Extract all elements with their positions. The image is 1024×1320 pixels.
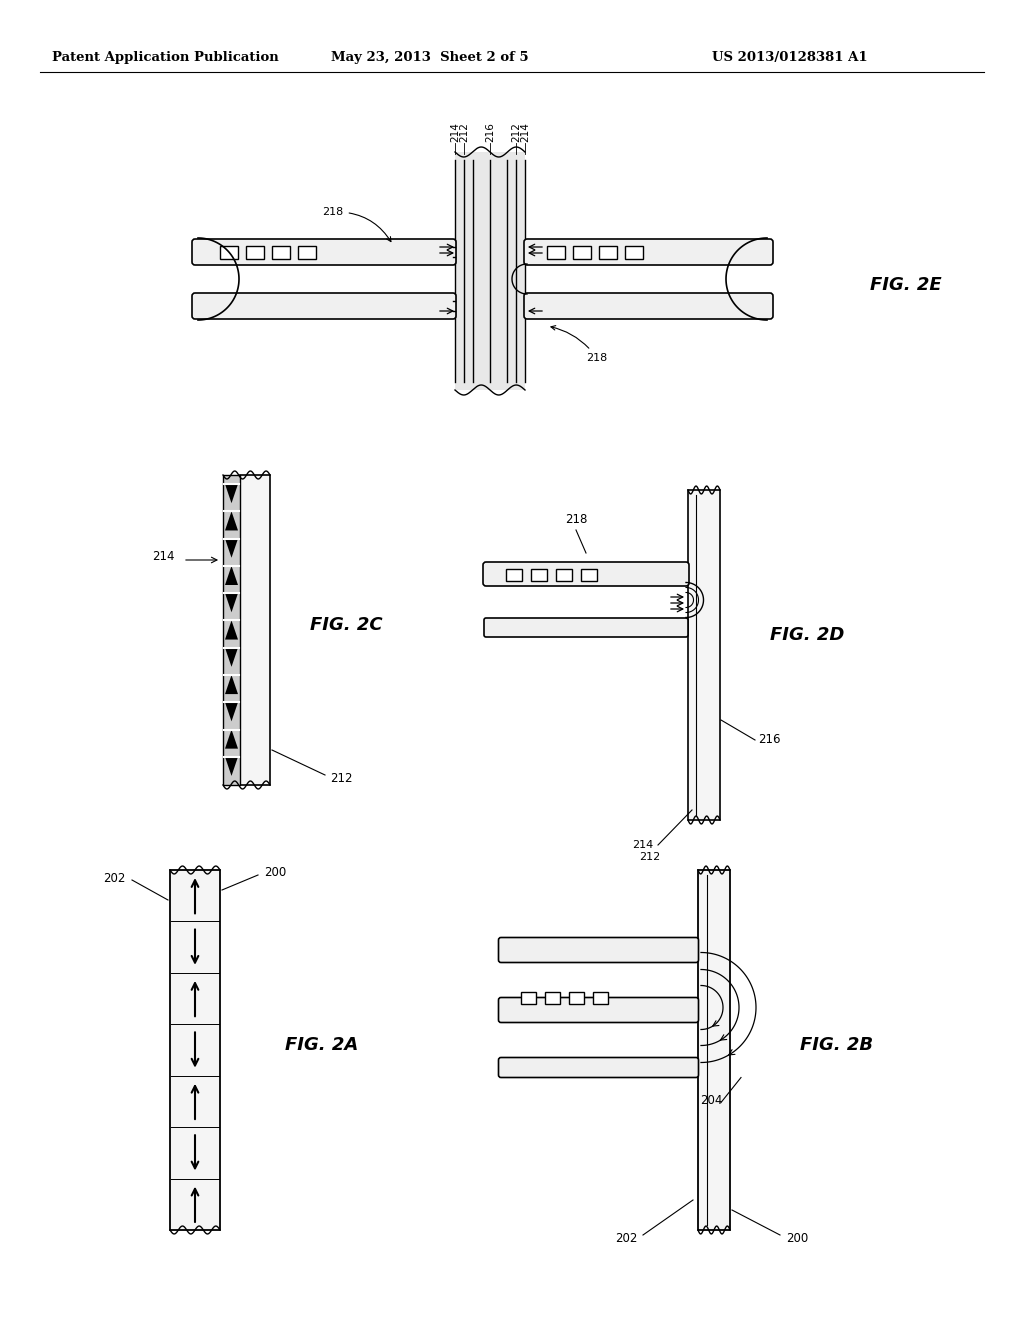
Bar	[599, 246, 617, 259]
Text: FIG. 2B: FIG. 2B	[800, 1036, 873, 1053]
FancyBboxPatch shape	[193, 293, 456, 319]
Polygon shape	[225, 648, 238, 667]
Text: 212: 212	[511, 123, 521, 143]
Bar	[246, 246, 264, 259]
Text: FIG. 2D: FIG. 2D	[770, 626, 845, 644]
Text: 218: 218	[323, 207, 391, 242]
Text: 212: 212	[459, 123, 469, 143]
Polygon shape	[225, 484, 238, 503]
Text: FIG. 2C: FIG. 2C	[310, 616, 383, 634]
FancyBboxPatch shape	[524, 293, 773, 319]
Text: 200: 200	[264, 866, 287, 879]
Bar	[593, 993, 608, 1005]
Text: 200: 200	[786, 1232, 808, 1245]
Polygon shape	[225, 702, 238, 721]
Polygon shape	[225, 511, 238, 531]
Polygon shape	[225, 539, 238, 558]
Bar	[698, 870, 730, 1230]
Bar	[240, 475, 270, 785]
Polygon shape	[225, 593, 238, 612]
FancyBboxPatch shape	[499, 937, 698, 962]
FancyBboxPatch shape	[499, 1057, 698, 1077]
Bar	[688, 490, 720, 820]
Polygon shape	[225, 566, 238, 585]
Text: 204: 204	[699, 1094, 722, 1107]
FancyBboxPatch shape	[499, 998, 698, 1023]
FancyBboxPatch shape	[484, 618, 688, 638]
Bar	[298, 246, 316, 259]
FancyBboxPatch shape	[193, 239, 456, 265]
Bar	[625, 246, 643, 259]
Text: 214: 214	[153, 549, 175, 562]
Text: Patent Application Publication: Patent Application Publication	[51, 51, 279, 65]
Polygon shape	[225, 730, 238, 748]
Bar	[455, 152, 525, 389]
Polygon shape	[225, 620, 238, 640]
Text: 212: 212	[330, 771, 352, 784]
Text: 214: 214	[632, 840, 653, 850]
Polygon shape	[225, 675, 238, 694]
FancyBboxPatch shape	[524, 239, 773, 265]
Text: May 23, 2013  Sheet 2 of 5: May 23, 2013 Sheet 2 of 5	[331, 51, 528, 65]
FancyBboxPatch shape	[483, 562, 689, 586]
Bar	[170, 870, 220, 1230]
Bar	[581, 569, 597, 581]
Text: FIG. 2E: FIG. 2E	[870, 276, 942, 294]
Text: 214: 214	[520, 123, 530, 143]
Text: 212: 212	[639, 851, 660, 862]
Text: 216: 216	[485, 123, 495, 143]
Bar	[220, 246, 238, 259]
Bar	[521, 993, 536, 1005]
Text: 216: 216	[758, 733, 780, 746]
Bar	[573, 246, 591, 259]
Text: US 2013/0128381 A1: US 2013/0128381 A1	[712, 51, 867, 65]
Text: 202: 202	[103, 871, 126, 884]
Bar	[556, 569, 572, 581]
Text: 218: 218	[551, 326, 607, 363]
Bar	[223, 475, 240, 785]
Text: FIG. 2A: FIG. 2A	[285, 1036, 358, 1053]
Bar	[506, 569, 522, 581]
Bar	[531, 569, 547, 581]
Bar	[545, 993, 560, 1005]
Bar	[272, 246, 290, 259]
Bar	[569, 993, 584, 1005]
Text: 214: 214	[450, 123, 460, 143]
Bar	[547, 246, 565, 259]
Text: 202: 202	[615, 1232, 638, 1245]
Text: 218: 218	[565, 513, 587, 525]
Polygon shape	[225, 756, 238, 776]
